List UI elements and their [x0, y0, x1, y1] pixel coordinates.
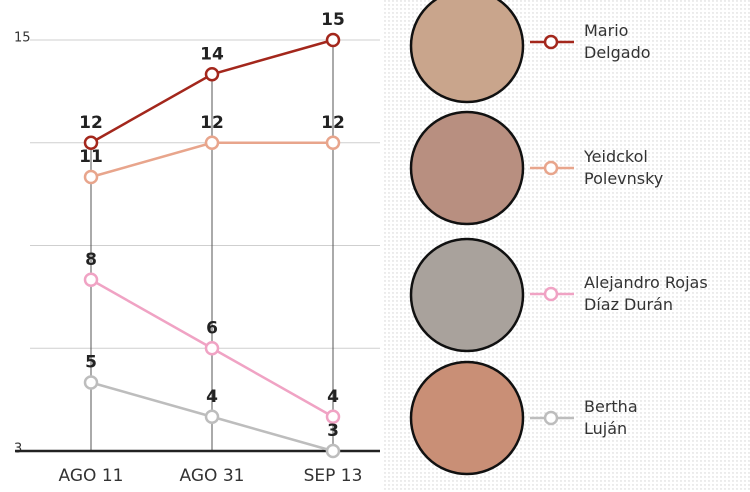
legend-marker — [545, 162, 557, 174]
value-label: 5 — [85, 353, 97, 373]
point — [206, 137, 218, 149]
point — [327, 445, 339, 457]
point — [327, 137, 339, 149]
point — [327, 34, 339, 46]
x-tick-label: AGO 11 — [59, 466, 124, 486]
value-label: 6 — [206, 318, 218, 338]
value-label: 4 — [206, 387, 218, 407]
legend-label: Yeidckol Polevnsky — [584, 146, 679, 190]
y-tick-label: 15 — [14, 31, 31, 46]
point — [85, 274, 97, 286]
legend-label: Mario Delgado — [584, 20, 654, 64]
x-tick-label: AGO 31 — [180, 466, 245, 486]
legend-label: Alejandro Rojas Díaz Durán — [584, 272, 734, 316]
point — [206, 68, 218, 80]
page: 315AGO 11AGO 31SEP 13121415111212864543 … — [0, 0, 750, 492]
value-label: 12 — [200, 113, 224, 133]
point — [85, 171, 97, 183]
value-label: 14 — [200, 44, 224, 64]
value-label: 8 — [85, 250, 97, 270]
legend-marker — [545, 412, 557, 424]
legend-label: Bertha Luján — [584, 396, 644, 440]
value-label: 15 — [321, 10, 345, 30]
value-label: 12 — [79, 113, 103, 133]
x-tick-label: SEP 13 — [304, 466, 363, 486]
value-label: 12 — [321, 113, 345, 133]
point — [85, 377, 97, 389]
value-label: 11 — [79, 147, 103, 167]
point — [206, 342, 218, 354]
point — [206, 411, 218, 423]
y-tick-label: 3 — [14, 442, 22, 457]
legend-marker — [545, 288, 557, 300]
value-label: 4 — [327, 387, 339, 407]
value-label: 3 — [327, 421, 339, 441]
legend-marker — [545, 36, 557, 48]
